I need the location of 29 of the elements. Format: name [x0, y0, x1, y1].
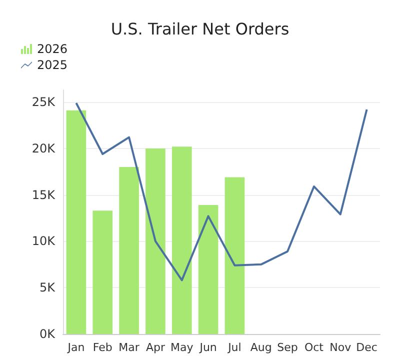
bar — [224, 177, 245, 334]
x-tick-label: Jul — [227, 341, 242, 354]
legend-label: 2025 — [37, 58, 68, 72]
y-tick-label: 20K — [32, 141, 56, 156]
bar — [172, 146, 192, 334]
legend-label: 2026 — [37, 42, 68, 56]
y-tick-label: 5K — [39, 280, 56, 295]
line-series — [75, 102, 368, 282]
x-tick-label: May — [170, 341, 194, 354]
x-tick-label: Apr — [146, 341, 166, 354]
x-tick-label: Feb — [92, 341, 112, 354]
x-tick-label: Sep — [277, 341, 298, 354]
x-tick-label: Aug — [250, 341, 272, 354]
x-tick-label: Oct — [304, 341, 324, 354]
y-tick-label: 10K — [32, 234, 56, 248]
x-tick-label: Jan — [66, 341, 85, 354]
bar — [92, 210, 113, 334]
x-tick-label: Jun — [198, 341, 217, 354]
bar — [198, 205, 218, 334]
x-tick-label: Nov — [330, 341, 352, 354]
bar — [146, 148, 166, 334]
chart-title: U.S. Trailer Net Orders — [110, 20, 290, 38]
x-tick-label: Dec — [356, 341, 378, 354]
x-tick-label: Mar — [118, 341, 140, 354]
y-tick-label: 0K — [39, 327, 56, 341]
y-tick-label: 15K — [32, 188, 56, 202]
bar — [66, 110, 86, 334]
bar — [119, 167, 139, 334]
y-tick-label: 25K — [32, 95, 56, 110]
